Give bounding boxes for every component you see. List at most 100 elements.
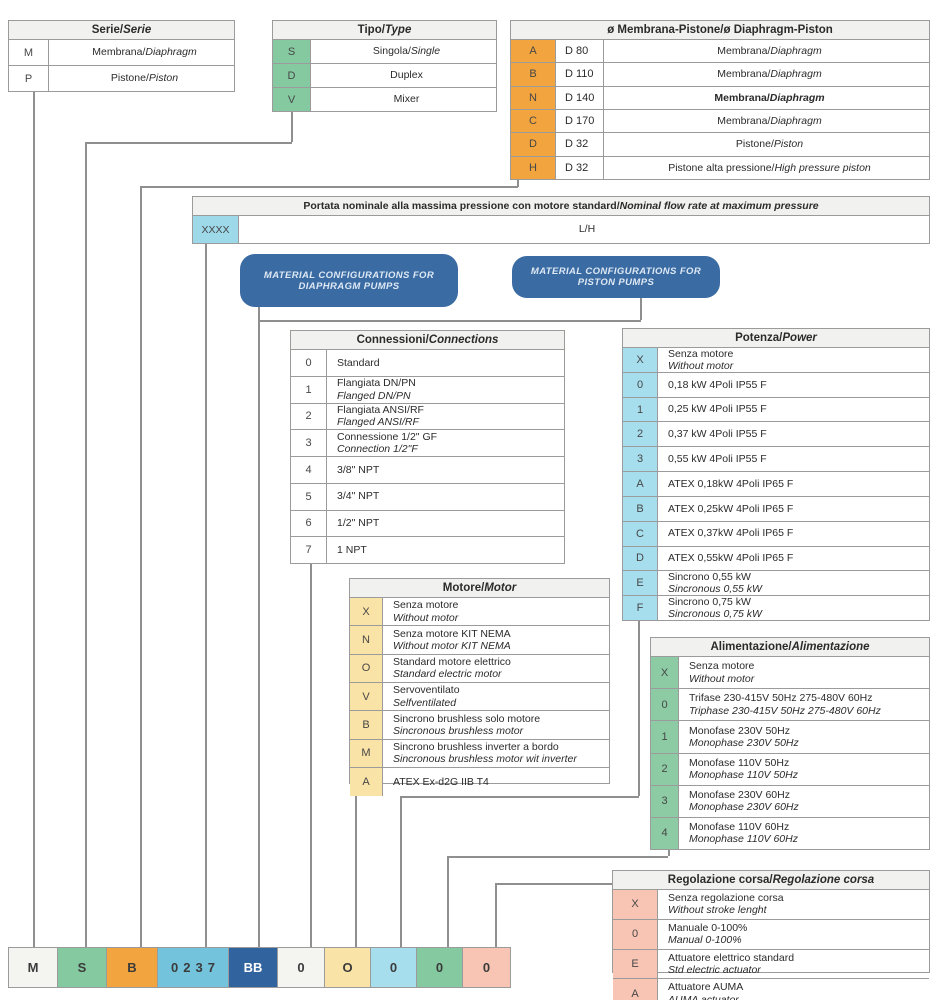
code-cell: E (613, 949, 658, 979)
table-row: 0 Standard (291, 350, 564, 377)
description-cell: Pistone/ Piston (110, 72, 179, 85)
table-row: V Mixer (273, 88, 496, 111)
description-cell: Pistone/Piston (735, 138, 804, 151)
code-cell: B (511, 63, 556, 86)
table-row: 0 Manuale 0-100% Manual 0-100% (613, 919, 929, 950)
code-cell: 2 (651, 753, 679, 785)
code-cell: B (350, 711, 383, 739)
description-cell: ATEX 0,37kW 4Poli IP65 F (668, 527, 794, 540)
code-cell: C (511, 109, 556, 133)
stroke-adjustment-table-title: Regolazione corsa/Regolazione corsa (613, 871, 929, 890)
table-row: 0 Trifase 230-415V 50Hz 275-480V 60Hz Trip… (651, 689, 929, 722)
description-cell: Servoventilato Selfventilated (393, 684, 460, 709)
example-code-cell: S (57, 947, 107, 988)
table-row: X Senza motore Without motor (350, 598, 609, 627)
code-cell: A (623, 472, 658, 496)
example-code-cell: 0237 (157, 947, 229, 988)
description-cell: Standard motore elettrico Standard electr… (393, 656, 511, 681)
table-row: B Sincrono brushless solo motore Sincronou… (350, 711, 609, 740)
code-cell: F (623, 596, 658, 620)
size-cell: D 110 (556, 63, 604, 86)
description-cell: Flangiata DN/PN Flanged DN/PN (337, 377, 416, 402)
table-row: 1 Monofase 230V 50Hz Monophase 230V 50Hz (651, 721, 929, 754)
power-supply-table-title: Alimentazione/Alimentazione (651, 638, 929, 657)
table-row: 3 0,55 kW 4Poli IP55 F (623, 447, 929, 473)
code-cell: C (623, 521, 658, 546)
power-table-title: Potenza/Power (623, 329, 929, 348)
description-cell: 1/2" NPT (337, 517, 380, 530)
table-row: N Senza motore KIT NEMA Without motor KIT … (350, 626, 609, 655)
description-cell: Attuatore elettrico standard Std electric… (668, 951, 795, 976)
code-cell: 3 (651, 785, 679, 817)
flow-rate-table-title: Portata nominale alla massima pressione … (193, 197, 929, 216)
code-cell: 4 (651, 817, 679, 850)
table-row: 4 3/8" NPT (291, 457, 564, 484)
serie-table: Serie/Serie M Membrana/ Diaphragm P Pistone… (8, 20, 235, 92)
code-cell: X (651, 657, 679, 689)
code-cell: D (273, 64, 311, 87)
code-cell: 0 (613, 919, 658, 949)
code-cell: X (350, 598, 383, 626)
motor-table-title: Motore/Motor (350, 579, 609, 598)
code-cell: 1 (291, 376, 327, 403)
example-code-row: M S B 0237 BB 0 O 0 0 0 (8, 947, 511, 988)
description-cell: Monofase 110V 60Hz Monophase 110V 60Hz (689, 821, 798, 846)
table-row: 1 0,25 kW 4Poli IP55 F (623, 397, 929, 423)
description-cell: Monofase 230V 50Hz Monophase 230V 50Hz (689, 724, 799, 749)
example-code-cell: 0 (370, 947, 417, 988)
example-code-cell: 0 (462, 947, 511, 988)
code-cell: 7 (291, 537, 327, 563)
description-cell: Senza regolazione corsa Without stroke le… (668, 892, 784, 917)
code-cell: B (623, 496, 658, 521)
code-cell: V (350, 683, 383, 711)
code-cell: M (350, 739, 383, 768)
code-cell: V (273, 88, 311, 111)
description-cell: Senza motore Without motor (689, 660, 755, 685)
code-cell: M (9, 40, 49, 65)
description-cell: Senza motore KIT NEMA Without motor KIT N… (393, 627, 511, 653)
description-cell: Duplex (390, 69, 423, 82)
code-cell: 4 (291, 457, 327, 483)
description-cell: ATEX Ex-d2G IIB T4 (393, 775, 489, 788)
table-row: 1 Flangiata DN/PN Flanged DN/PN (291, 376, 564, 404)
table-row: 0 0,18 kW 4Poli IP55 F (623, 372, 929, 398)
description-cell: Membrana/ Diaphragm (92, 46, 197, 59)
power-supply-table: Alimentazione/Alimentazione X Senza motor… (650, 637, 930, 850)
power-table: Potenza/Power X Senza motore Without motor… (622, 328, 930, 621)
code-cell: H (511, 156, 556, 179)
table-row: 7 1 NPT (291, 537, 564, 563)
table-row: A Attuatore AUMA AUMA actuator (613, 979, 929, 1000)
size-cell: D 140 (556, 86, 604, 109)
description-cell: ATEX 0,25kW 4Poli IP65 F (668, 502, 794, 515)
code-cell: X (623, 348, 658, 372)
flow-rate-unit-cell: L/H (578, 223, 596, 236)
code-cell: 3 (291, 430, 327, 456)
table-row: X Senza motore Without motor (651, 657, 929, 690)
description-cell: Sincrono brushless inverter a bordo Sincr… (393, 741, 577, 766)
size-cell: D 32 (556, 133, 604, 156)
description-cell: Trifase 230-415V 50Hz 275-480V 60Hz Triph… (689, 692, 881, 717)
description-cell: Monofase 230V 60Hz Monophase 230V 60Hz (689, 788, 799, 814)
example-code-cell: BB (228, 947, 278, 988)
connections-table-title: Connessioni/Connections (291, 331, 564, 350)
table-row: C ATEX 0,37kW 4Poli IP65 F (623, 521, 929, 547)
size-cell: D 32 (556, 156, 604, 179)
description-cell: Sincrono 0,55 kW Sincronous 0,55 kW (668, 570, 762, 596)
example-code-cell: M (8, 947, 58, 988)
flow-rate-table: Portata nominale alla massima pressione … (192, 196, 930, 244)
description-cell: 0,18 kW 4Poli IP55 F (668, 378, 767, 391)
description-cell: Monofase 110V 50Hz Monophase 110V 50Hz (689, 756, 798, 782)
example-code-cell: B (106, 947, 158, 988)
serie-table-title: Serie/Serie (9, 21, 234, 40)
flow-rate-code-cell: XXXX (193, 216, 239, 243)
tipo-table-title: Tipo/Type (273, 21, 496, 40)
table-row: 6 1/2" NPT (291, 510, 564, 538)
diaphragm-piston-table-title: ø Membrana-Pistone/ø Diaphragm-Piston (511, 21, 929, 40)
table-row: 2 0,37 kW 4Poli IP55 F (623, 422, 929, 448)
